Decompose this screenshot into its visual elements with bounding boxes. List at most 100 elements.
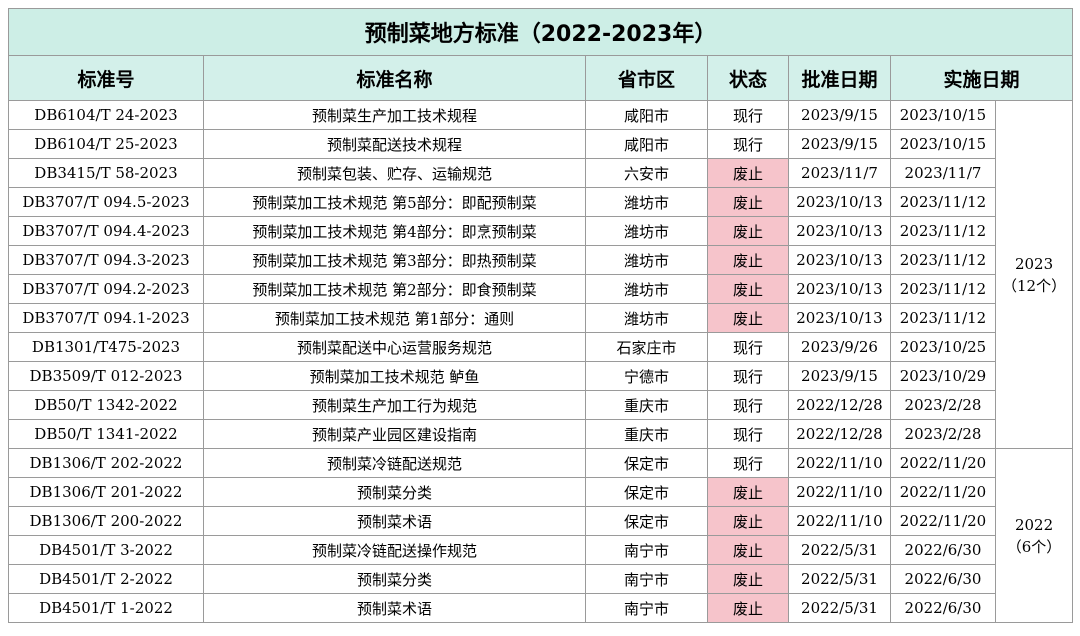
table-title: 预制菜地方标准（2022-2023年）	[7, 8, 1074, 56]
header-cell: 实施日期	[889, 55, 1074, 101]
table-cell: 2023/9/26	[788, 332, 891, 362]
table-cell: 废止	[707, 535, 789, 565]
table-cell: 2022/5/31	[788, 593, 891, 623]
header-cell: 批准日期	[788, 55, 891, 101]
table-cell: 2023/11/12	[890, 187, 996, 217]
group-cell: 2023 （12个）	[994, 100, 1074, 449]
table-cell: 2023/11/12	[890, 245, 996, 275]
table-cell: 2023/11/12	[890, 274, 996, 304]
table-cell: 预制菜术语	[203, 593, 586, 623]
table-cell: DB4501/T 1-2022	[8, 593, 204, 623]
table-cell: 南宁市	[585, 564, 708, 594]
table-cell: DB3707/T 094.4-2023	[8, 216, 204, 246]
table-cell: 预制菜加工技术规范 鲈鱼	[203, 361, 586, 391]
table-cell: 2022/12/28	[788, 419, 891, 449]
table-row: DB6104/T 25-2023 预制菜配送技术规程 咸阳市 现行 2023/9/15 2…	[8, 129, 1073, 159]
table-row: DB3707/T 094.3-2023 预制菜加工技术规范 第3部分：即热预制菜潍…	[8, 245, 1073, 275]
table-cell: 潍坊市	[585, 245, 708, 275]
table-cell: 2022/12/28	[788, 390, 891, 420]
table-cell: 咸阳市	[585, 100, 708, 130]
table-cell: 保定市	[585, 506, 708, 536]
table-cell: 2023/10/13	[788, 187, 891, 217]
table-cell: 废止	[707, 245, 789, 275]
table-cell: 预制菜加工技术规范 第2部分：即食预制菜	[203, 274, 586, 304]
table-cell: DB1301/T475-2023	[8, 332, 204, 362]
table-cell: 2022/11/10	[788, 448, 891, 478]
table-cell: 预制菜加工技术规范 第3部分：即热预制菜	[203, 245, 586, 275]
table-cell: 现行	[707, 419, 789, 449]
table-cell: 保定市	[585, 448, 708, 478]
table-cell: 2022/6/30	[890, 593, 996, 623]
table-cell: 宁德市	[585, 361, 708, 391]
table-cell: 潍坊市	[585, 216, 708, 246]
table-row: DB4501/T 1-2022 预制菜术语 南宁市 废止 2022/5/31 2022/6…	[8, 593, 1073, 623]
table-cell: 2023/10/13	[788, 245, 891, 275]
table-cell: 2023/9/15	[788, 100, 891, 130]
group-label: （12个）	[1001, 276, 1067, 295]
group-label: （6个）	[1006, 537, 1062, 556]
table-cell: 重庆市	[585, 390, 708, 420]
table-cell: 咸阳市	[585, 129, 708, 159]
table-row: DB3707/T 094.5-2023 预制菜加工技术规范 第5部分：即配预制菜潍…	[8, 187, 1073, 217]
table-cell: 2022/5/31	[788, 564, 891, 594]
table-cell: 2023/10/15	[890, 100, 996, 130]
header-cell: 状态	[707, 55, 789, 101]
table-cell: 南宁市	[585, 535, 708, 565]
table-cell: 2023/10/29	[890, 361, 996, 391]
table-cell: DB50/T 1342-2022	[8, 390, 204, 420]
table-cell: 预制菜产业园区建设指南	[203, 419, 586, 449]
table-cell: DB50/T 1341-2022	[8, 419, 204, 449]
table-cell: 2023/11/7	[788, 158, 891, 188]
table-cell: 潍坊市	[585, 187, 708, 217]
table-row: DB3707/T 094.2-2023 预制菜加工技术规范 第2部分：即食预制菜潍…	[8, 274, 1073, 304]
table-cell: 六安市	[585, 158, 708, 188]
table-cell: DB1306/T 200-2022	[8, 506, 204, 536]
table-cell: 废止	[707, 506, 789, 536]
table-row: DB1306/T 202-2022 预制菜冷链配送规范 保定市 现行 2022/11/1…	[8, 448, 1074, 623]
table-cell: 现行	[707, 129, 789, 159]
header-cell: 标准名称	[203, 55, 586, 101]
table-cell: DB4501/T 3-2022	[8, 535, 204, 565]
standards-table: 预制菜地方标准（2022-2023年） 标准号 标准名称 省市区 状态 批准日期 实施日期…	[7, 8, 1074, 623]
table-cell: 2022/11/20	[890, 506, 996, 536]
table-row: DB4501/T 2-2022 预制菜分类 南宁市 废止 2022/5/31 2022/6…	[8, 564, 1073, 594]
table-row: DB50/T 1341-2022 预制菜产业园区建设指南 重庆市 现行 2022/12/…	[8, 419, 1073, 449]
table-row: DB3509/T 012-2023 预制菜加工技术规范 鲈鱼 宁德市 现行 2023/9…	[8, 361, 1073, 391]
table-cell: 2023/10/13	[788, 274, 891, 304]
table-cell: 2022/6/30	[890, 564, 996, 594]
table-cell: 预制菜分类	[203, 564, 586, 594]
table-cell: 2022/5/31	[788, 535, 891, 565]
table-cell: 现行	[707, 100, 789, 130]
table-row: DB50/T 1342-2022 预制菜生产加工行为规范 重庆市 现行 2022/12/…	[8, 390, 1073, 420]
table-cell: 预制菜冷链配送操作规范	[203, 535, 586, 565]
table-cell: DB6104/T 24-2023	[8, 100, 204, 130]
table-cell: 重庆市	[585, 419, 708, 449]
table-cell: 2023/2/28	[890, 419, 996, 449]
table-cell: DB3415/T 58-2023	[8, 158, 204, 188]
table-cell: DB4501/T 2-2022	[8, 564, 204, 594]
table-row: DB1306/T 201-2022 预制菜分类 保定市 废止 2022/11/10 202…	[8, 477, 1073, 507]
table-cell: DB3707/T 094.1-2023	[8, 303, 204, 333]
table-cell: 现行	[707, 448, 789, 478]
header-row: 标准号 标准名称 省市区 状态 批准日期 实施日期	[8, 55, 1074, 101]
table-cell: 废止	[707, 564, 789, 594]
table-row: DB6104/T 24-2023 预制菜生产加工技术规程 咸阳市 现行 2023/9/1…	[8, 100, 1074, 449]
header-cell: 标准号	[8, 55, 204, 101]
table-cell: DB6104/T 25-2023	[8, 129, 204, 159]
table-cell: DB3707/T 094.3-2023	[8, 245, 204, 275]
table-cell: 现行	[707, 361, 789, 391]
table-cell: 废止	[707, 216, 789, 246]
table-cell: 2023/2/28	[890, 390, 996, 420]
table-cell: 2023/11/12	[890, 216, 996, 246]
table-cell: DB1306/T 201-2022	[8, 477, 204, 507]
group-label: 2023	[1014, 254, 1054, 273]
table-row: DB1306/T 200-2022 预制菜术语 保定市 废止 2022/11/10 202…	[8, 506, 1073, 536]
table-cell: 潍坊市	[585, 274, 708, 304]
table-cell: 预制菜加工技术规范 第4部分：即烹预制菜	[203, 216, 586, 246]
table-cell: 预制菜配送技术规程	[203, 129, 586, 159]
table-cell: 2023/10/15	[890, 129, 996, 159]
table-cell: 2022/11/10	[788, 506, 891, 536]
table-row: DB3707/T 094.1-2023 预制菜加工技术规范 第1部分：通则 潍坊市废…	[8, 303, 1073, 333]
table-cell: 预制菜术语	[203, 506, 586, 536]
header-cell: 省市区	[585, 55, 708, 101]
